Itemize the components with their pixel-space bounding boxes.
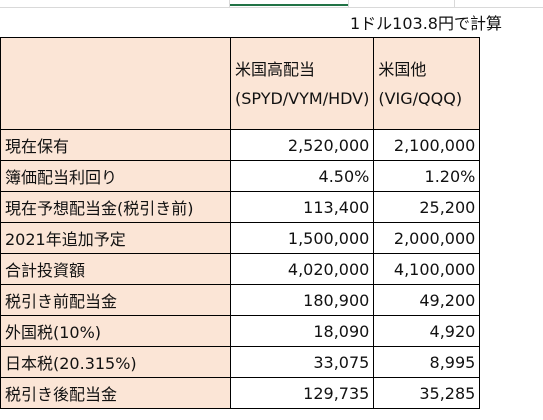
value-cell[interactable]: 49,200 (373, 284, 481, 316)
row-label-cell[interactable]: 現在予想配当金(税引き前) (0, 191, 231, 223)
value-cell[interactable]: 113,400 (229, 191, 375, 223)
table-row: 外国税(10%) 18,090 4,920 (0, 315, 481, 347)
value-cell[interactable]: 35,285 (373, 377, 481, 409)
value-cell[interactable]: 18,090 (229, 315, 375, 347)
table-row: 簿価配当利回り 4.50% 1.20% (0, 160, 481, 192)
table-row: 合計投資額 4,020,000 4,100,000 (0, 253, 481, 285)
row-label-cell[interactable]: 税引き前配当金 (0, 284, 231, 316)
row-label-cell[interactable]: 2021年追加予定 (0, 222, 231, 254)
value-cell[interactable]: 2,100,000 (373, 129, 481, 161)
table-row: 税引き後配当金 129,735 35,285 (0, 377, 481, 409)
table-row: 日本税(20.315%) 33,075 8,995 (0, 346, 481, 378)
header-blank-cell[interactable] (0, 37, 231, 130)
row-label-cell[interactable]: 税引き後配当金 (0, 377, 231, 409)
grid-line (454, 0, 455, 8)
header-cell-us-other[interactable]: 米国他(VIG/QQQ) (373, 37, 481, 130)
value-cell[interactable]: 129,735 (229, 377, 375, 409)
value-cell[interactable]: 25,200 (373, 191, 481, 223)
row-label-cell[interactable]: 外国税(10%) (0, 315, 231, 347)
value-cell[interactable]: 33,075 (229, 346, 375, 378)
value-cell[interactable]: 4,020,000 (229, 253, 375, 285)
value-cell[interactable]: 2,520,000 (229, 129, 375, 161)
value-cell[interactable]: 1.20% (373, 160, 481, 192)
selected-cell[interactable] (230, 0, 348, 6)
grid-line (348, 0, 349, 8)
grid-line (229, 0, 230, 8)
row-label-cell[interactable]: 日本税(20.315%) (0, 346, 231, 378)
exchange-rate-note[interactable]: 1ドル103.8円で計算 (350, 14, 502, 33)
table-row: 現在予想配当金(税引き前) 113,400 25,200 (0, 191, 481, 223)
value-cell[interactable]: 4,920 (373, 315, 481, 347)
value-cell[interactable]: 4.50% (229, 160, 375, 192)
header-row: 米国高配当(SPYD/VYM/HDV) 米国他(VIG/QQQ) (0, 37, 481, 130)
dividend-table: 米国高配当(SPYD/VYM/HDV) 米国他(VIG/QQQ) 現在保有 2,… (0, 37, 481, 409)
value-cell[interactable]: 2,000,000 (373, 222, 481, 254)
grid-line (0, 7, 543, 8)
table-row: 2021年追加予定 1,500,000 2,000,000 (0, 222, 481, 254)
header-cell-us-high-dividend[interactable]: 米国高配当(SPYD/VYM/HDV) (229, 37, 375, 130)
row-label-cell[interactable]: 簿価配当利回り (0, 160, 231, 192)
value-cell[interactable]: 4,100,000 (373, 253, 481, 285)
value-cell[interactable]: 180,900 (229, 284, 375, 316)
value-cell[interactable]: 8,995 (373, 346, 481, 378)
table-row: 現在保有 2,520,000 2,100,000 (0, 129, 481, 161)
value-cell[interactable]: 1,500,000 (229, 222, 375, 254)
row-label-cell[interactable]: 合計投資額 (0, 253, 231, 285)
table-row: 税引き前配当金 180,900 49,200 (0, 284, 481, 316)
row-label-cell[interactable]: 現在保有 (0, 129, 231, 161)
